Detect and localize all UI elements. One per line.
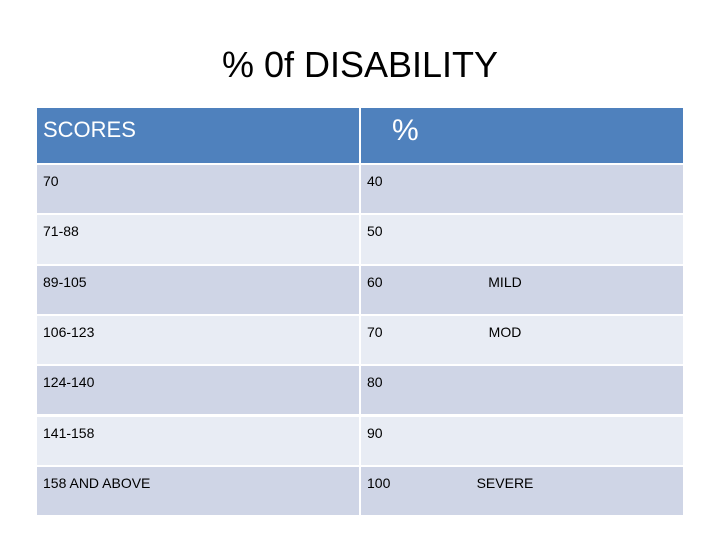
percent-cell: 60 [367,273,383,290]
percent-cell: 100 [367,474,391,491]
severity-note: MILD [488,273,522,290]
severity-note: SEVERE [476,474,534,491]
table-cell [37,165,359,214]
score-cell: 124-140 [43,374,95,391]
percent-cell: 40 [367,173,383,189]
table-cell [361,366,683,415]
table-cell [37,366,359,415]
header-label: SCORES [43,117,136,142]
table-cell [361,466,683,516]
table-cell [361,416,683,465]
score-cell: 71-88 [43,223,79,240]
percent-cell: 80 [367,374,383,391]
table-cell [37,315,359,365]
table-cell [37,215,359,264]
score-cell: 158 AND ABOVE [43,474,151,491]
severity-note: MOD [488,323,522,340]
score-cell: 70 [43,173,59,189]
slide-title: % 0f DISABILITY [221,44,499,85]
score-cell: 106-123 [43,323,95,340]
percent-cell: 70 [367,323,383,340]
table-cell [361,315,683,365]
header-cell [361,108,683,163]
percent-cell: 50 [367,223,383,240]
percent-cell: 90 [367,424,383,441]
header-label: % [392,114,419,147]
table-cell [361,165,683,214]
table-cell [37,466,359,516]
header-cell [37,108,359,163]
score-cell: 89-105 [43,273,87,290]
table-cell [361,265,683,314]
table-cell [37,416,359,465]
table-cell [361,215,683,264]
table: SCORES% 70 40 71-88 50 89-105 60 MILD 106-123 70 M… [37,108,683,518]
score-cell: 141-158 [43,424,95,441]
table-cell [37,265,359,314]
